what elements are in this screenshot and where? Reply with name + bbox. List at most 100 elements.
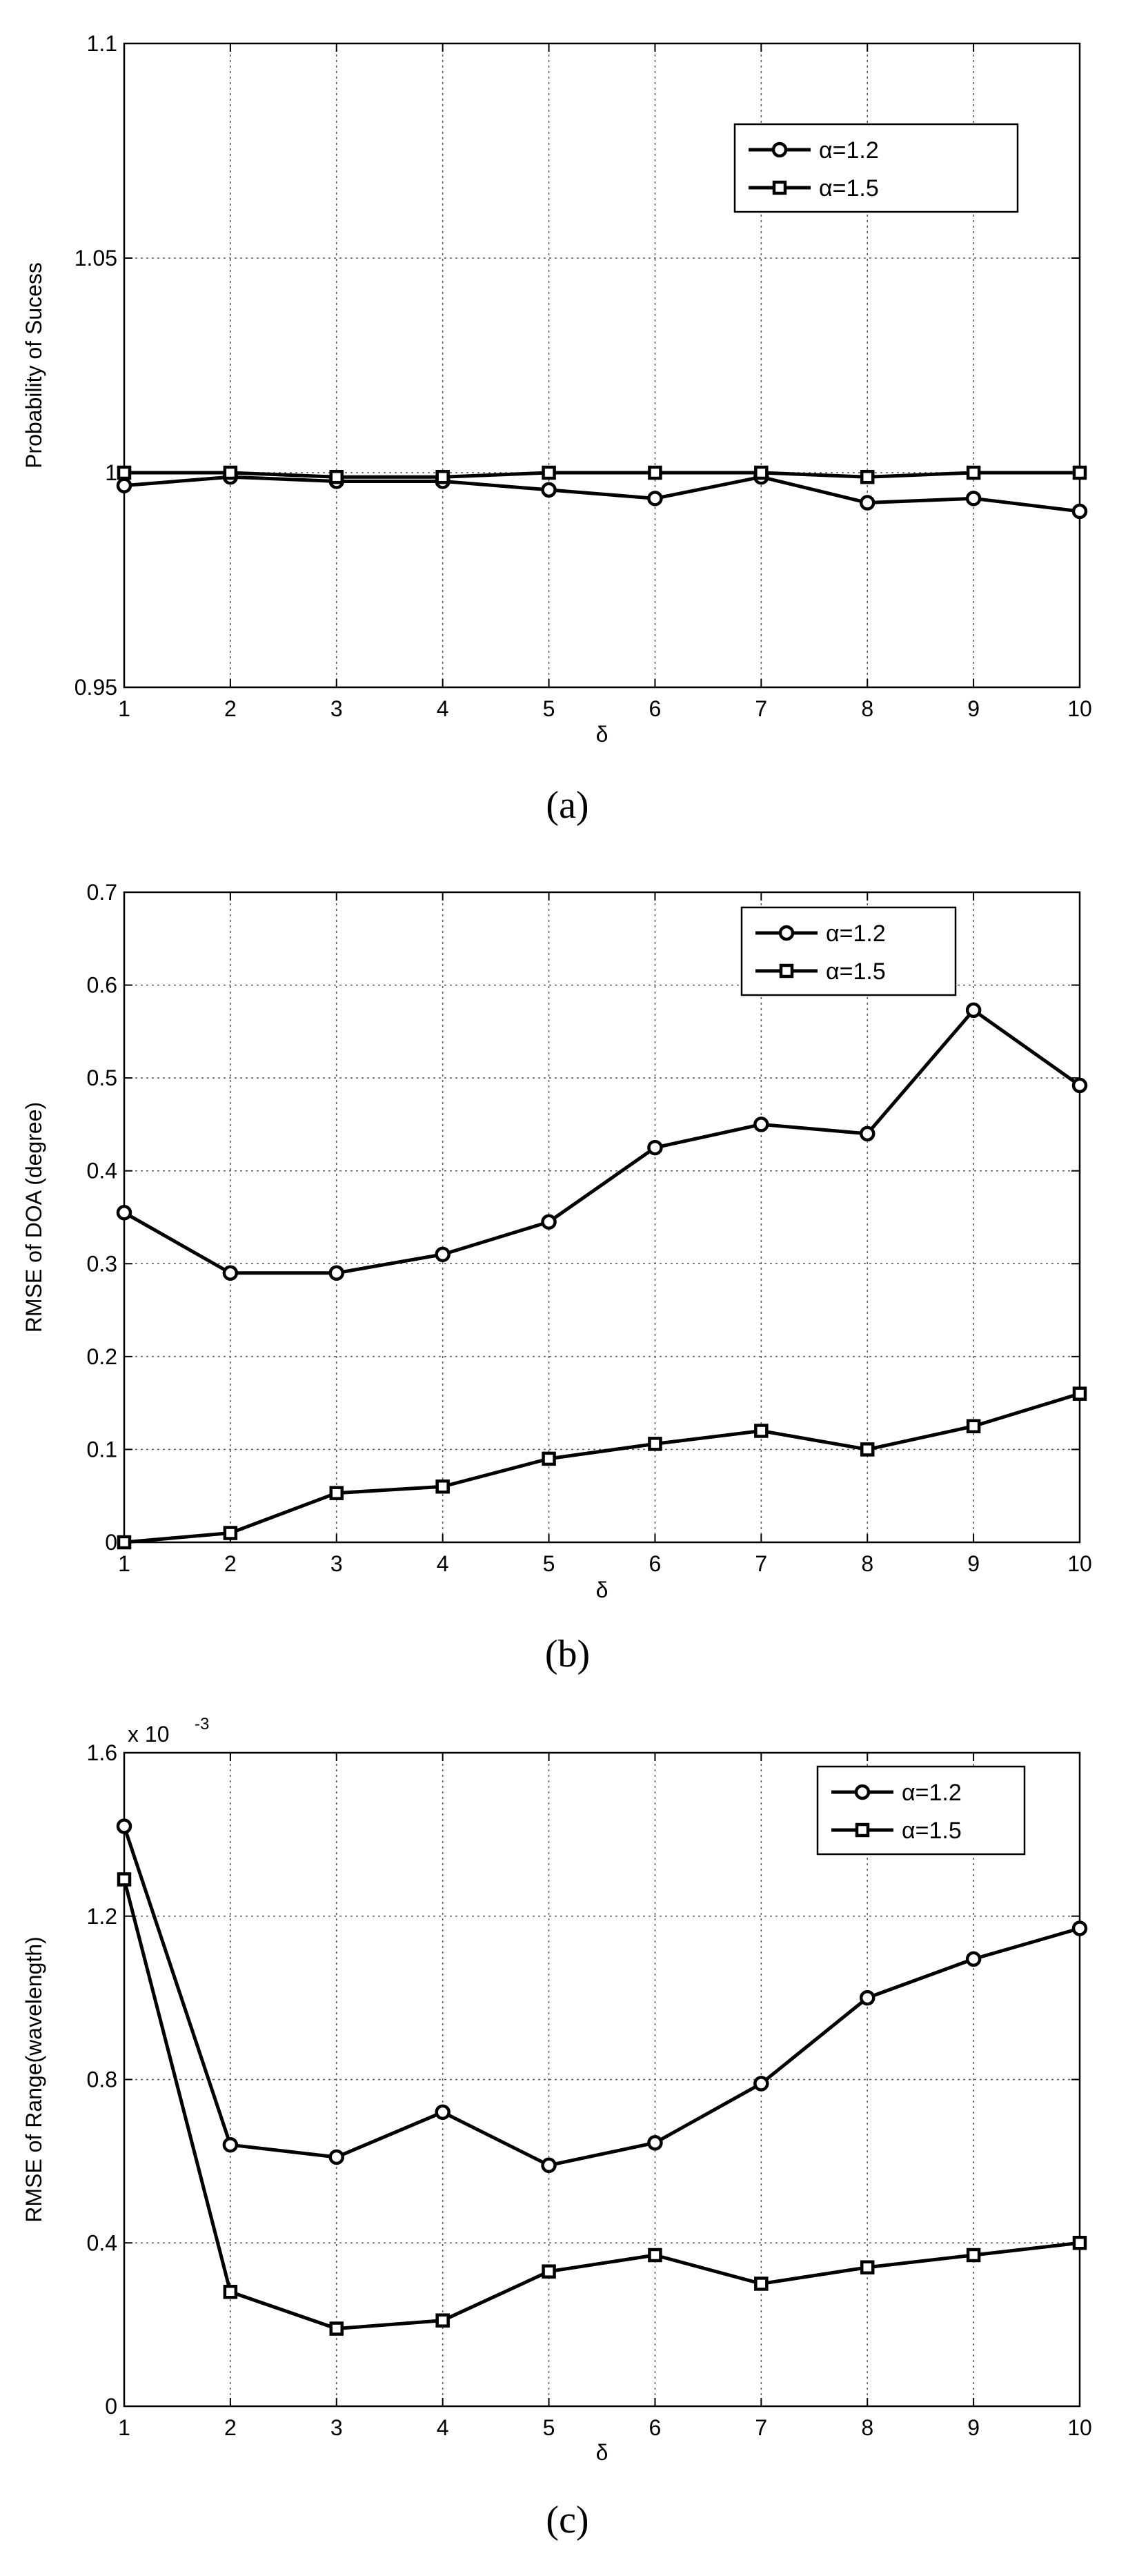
data-point bbox=[965, 1002, 982, 1019]
data-point bbox=[860, 2260, 875, 2275]
x-tick-label: 7 bbox=[755, 696, 767, 721]
legend-marker bbox=[854, 1784, 871, 1800]
x-tick-label: 3 bbox=[330, 2415, 343, 2440]
legend-marker bbox=[772, 180, 787, 195]
series-line bbox=[123, 1008, 1081, 1275]
y-tick-label: 0 bbox=[105, 2394, 117, 2419]
data-point bbox=[966, 465, 981, 480]
legend-marker bbox=[779, 963, 794, 979]
data-point bbox=[648, 465, 662, 480]
panel-label: (c) bbox=[546, 2499, 588, 2541]
x-axis-label: δ bbox=[596, 722, 608, 747]
y-exponent-power: -3 bbox=[195, 1715, 209, 1733]
data-point bbox=[1071, 1920, 1088, 1936]
legend-label: α=1.5 bbox=[902, 1818, 962, 1844]
data-point bbox=[328, 2149, 345, 2165]
plot-area bbox=[124, 892, 1080, 1542]
data-point bbox=[117, 465, 132, 480]
y-tick-label: 0.8 bbox=[87, 2067, 117, 2092]
data-point bbox=[754, 465, 769, 480]
x-tick-label: 4 bbox=[437, 696, 449, 721]
y-tick-label: 0.7 bbox=[87, 880, 117, 905]
x-axis-label: δ bbox=[596, 2440, 608, 2465]
x-tick-label: 8 bbox=[861, 1551, 873, 1576]
data-point bbox=[648, 1437, 662, 1451]
y-tick-label: 0.95 bbox=[75, 675, 117, 700]
data-point bbox=[542, 2264, 556, 2279]
x-tick-label: 1 bbox=[118, 1551, 130, 1576]
data-point bbox=[328, 1265, 345, 1281]
x-tick-label: 9 bbox=[967, 1551, 980, 1576]
data-point bbox=[648, 2248, 662, 2263]
x-tick-label: 4 bbox=[437, 2415, 449, 2440]
legend-box bbox=[733, 123, 1019, 213]
y-tick-label: 1 bbox=[105, 460, 117, 485]
series-line bbox=[122, 1878, 1080, 2331]
y-tick-label: 0.1 bbox=[87, 1437, 117, 1462]
legend-marker bbox=[771, 141, 788, 158]
y-tick-label: 1.05 bbox=[75, 246, 117, 271]
data-point bbox=[541, 2157, 557, 2174]
data-point bbox=[329, 2321, 344, 2336]
legend-marker bbox=[855, 1822, 870, 1838]
data-point bbox=[542, 465, 556, 480]
x-tick-label: 10 bbox=[1067, 2415, 1092, 2440]
y-tick-label: 0.5 bbox=[87, 1065, 117, 1090]
y-tick-label: 0.4 bbox=[87, 2230, 117, 2255]
x-tick-label: 2 bbox=[224, 1551, 237, 1576]
x-tick-label: 4 bbox=[437, 1551, 449, 1576]
x-tick-label: 7 bbox=[755, 2415, 767, 2440]
data-point bbox=[859, 495, 875, 511]
data-point bbox=[647, 491, 663, 507]
series-2 bbox=[117, 465, 1087, 484]
data-point bbox=[1072, 2236, 1087, 2250]
data-point bbox=[435, 2104, 451, 2121]
legend-label: α=1.2 bbox=[902, 1780, 962, 1806]
data-point bbox=[1071, 1077, 1088, 1094]
data-point bbox=[966, 1419, 981, 1434]
data-point bbox=[1071, 503, 1088, 520]
y-exponent-base: x 10 bbox=[128, 1722, 169, 1747]
x-tick-label: 6 bbox=[649, 2415, 662, 2440]
series-2 bbox=[117, 1872, 1087, 2336]
series-2 bbox=[117, 1386, 1087, 1550]
x-tick-label: 9 bbox=[967, 2415, 980, 2440]
x-tick-label: 6 bbox=[649, 696, 662, 721]
data-point bbox=[435, 1479, 450, 1494]
legend-label: α=1.5 bbox=[826, 958, 886, 985]
x-tick-label: 10 bbox=[1067, 1551, 1092, 1576]
series-1 bbox=[116, 1002, 1088, 1281]
legend-box bbox=[740, 906, 957, 996]
y-tick-label: 0.3 bbox=[87, 1251, 117, 1276]
x-tick-label: 5 bbox=[543, 696, 555, 721]
data-point bbox=[223, 465, 238, 480]
y-axis-label: Probability of Sucess bbox=[21, 262, 46, 469]
x-tick-label: 9 bbox=[967, 696, 980, 721]
x-tick-label: 7 bbox=[755, 1551, 767, 1576]
y-tick-label: 0.4 bbox=[87, 1159, 117, 1183]
y-axis-label: RMSE of Range(wavelength) bbox=[21, 1936, 46, 2222]
x-tick-label: 5 bbox=[543, 1551, 555, 1576]
panel-label: (a) bbox=[546, 784, 588, 827]
data-point bbox=[753, 1117, 769, 1132]
data-point bbox=[435, 2313, 450, 2328]
legend-marker bbox=[778, 925, 795, 941]
x-axis-label: δ bbox=[596, 1577, 608, 1602]
data-point bbox=[116, 478, 132, 493]
data-point bbox=[754, 1424, 769, 1438]
y-tick-label: 1.6 bbox=[87, 1740, 117, 1765]
data-point bbox=[117, 1535, 132, 1550]
x-tick-label: 10 bbox=[1067, 696, 1092, 721]
chart-panel-3: 1 2 3 4 5 6 7 8 9 10 0 0.4 0.8 1.2 1.6 x 10 -3 δ RMSE of R… bbox=[21, 1715, 1092, 2541]
data-point bbox=[542, 1451, 556, 1466]
x-tick-label: 8 bbox=[861, 2415, 873, 2440]
data-point bbox=[222, 2136, 239, 2153]
data-point bbox=[116, 1818, 132, 1834]
x-tick-label: 2 bbox=[224, 696, 237, 721]
data-point bbox=[859, 1989, 875, 2006]
y-tick-label: 0 bbox=[105, 1530, 117, 1555]
series-line bbox=[124, 471, 1080, 479]
data-point bbox=[965, 1951, 982, 1967]
data-point bbox=[860, 469, 875, 484]
x-tick-label: 1 bbox=[118, 2415, 130, 2440]
